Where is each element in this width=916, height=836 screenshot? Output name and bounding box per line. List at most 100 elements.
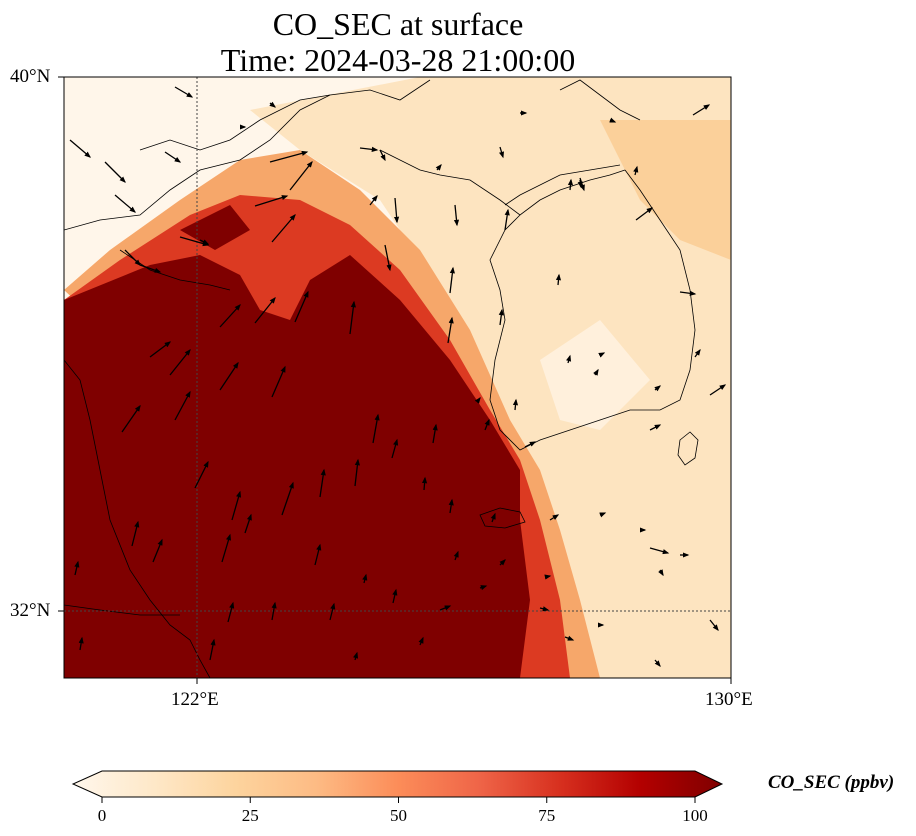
wind-arrow: [649, 424, 662, 431]
wind-arrow: [555, 273, 562, 286]
wind-arrow: [349, 300, 356, 335]
wind-arrow: [633, 165, 639, 176]
wind-arrow: [353, 651, 359, 661]
wind-arrow: [314, 543, 322, 566]
wind-arrow: [439, 605, 452, 611]
colorbar-tick-label: 0: [97, 806, 107, 825]
lon-label-122e: 122°E: [171, 689, 219, 710]
wind-arrow: [329, 602, 336, 621]
wind-arrow: [124, 249, 141, 266]
wind-arrow: [649, 547, 670, 555]
wind-arrow: [391, 438, 399, 459]
colorbar-tick-label: 25: [241, 806, 259, 825]
wind-arrow: [499, 146, 504, 159]
wind-arrow: [392, 588, 398, 604]
concentration-field-patch: [600, 120, 731, 260]
wind-arrow: [709, 384, 727, 396]
wind-arrow: [544, 574, 552, 580]
wind-arrow: [294, 290, 309, 323]
wind-arrow: [121, 404, 141, 433]
wind-arrow: [566, 354, 572, 364]
wind-arrow: [69, 139, 91, 158]
wind-arrow: [453, 550, 459, 561]
wind-arrow: [539, 606, 550, 612]
wind-arrow: [269, 150, 309, 163]
wind-vectors: [69, 86, 727, 667]
wind-arrow: [369, 194, 378, 206]
colorbar-tick-label: 50: [390, 806, 407, 825]
wind-arrow: [498, 308, 504, 326]
wind-arrow: [281, 481, 294, 516]
wind-arrow: [131, 520, 140, 547]
wind-arrow: [231, 490, 242, 521]
wind-arrow: [104, 161, 126, 183]
wind-arrow: [209, 638, 216, 661]
wind-arrow: [199, 239, 210, 245]
wind-arrow: [474, 396, 481, 404]
wind-arrow: [453, 204, 460, 227]
lon-label-130e: 130°E: [705, 689, 753, 710]
wind-arrow: [164, 151, 182, 163]
wind-arrow: [271, 601, 277, 621]
wind-arrow: [447, 316, 454, 344]
lat-label-40n: 40°N: [10, 66, 51, 87]
wind-arrow: [598, 352, 606, 358]
wind-arrow: [289, 160, 313, 191]
wind-arrow: [421, 476, 428, 491]
wind-arrow: [435, 163, 442, 171]
wind-arrow: [393, 197, 400, 224]
wind-arrow: [174, 390, 191, 421]
wind-arrow: [74, 560, 80, 576]
wind-arrow: [709, 619, 719, 632]
wind-arrow: [449, 266, 455, 294]
wind-arrow: [194, 460, 209, 489]
wind-arrow: [679, 290, 697, 296]
wind-arrow: [219, 361, 239, 391]
wind-arrow: [432, 423, 438, 444]
wind-arrow: [254, 296, 276, 324]
wind-arrow: [152, 538, 163, 563]
wind-arrow: [78, 636, 84, 651]
colorbar-tick-label: 100: [682, 806, 708, 825]
wind-arrow: [609, 117, 617, 123]
wind-arrow: [169, 348, 191, 376]
colorbar-ticks: [101, 797, 696, 803]
wind-arrow: [271, 365, 286, 398]
wind-arrow: [448, 498, 454, 514]
wind-arrow: [269, 101, 277, 108]
map-title: CO_SEC at surface: [272, 6, 524, 42]
colorbar-tick-label: 75: [538, 806, 556, 825]
wind-arrow: [524, 441, 537, 448]
wind-arrow: [593, 368, 599, 376]
wind-arrow: [221, 533, 232, 563]
wind-arrow: [499, 559, 506, 566]
wind-arrow: [372, 413, 380, 444]
wind-arrow: [384, 244, 392, 272]
map-frame: [63, 76, 732, 679]
wind-arrow: [654, 659, 661, 667]
wind-arrow: [149, 341, 172, 358]
wind-arrow: [362, 573, 368, 584]
wind-arrow: [564, 635, 575, 641]
wind-arrow: [654, 385, 662, 392]
wind-arrow: [354, 458, 360, 487]
wind-arrow: [174, 86, 194, 98]
wind-arrow: [359, 146, 379, 152]
coastlines: [64, 79, 699, 678]
wind-arrow: [418, 636, 424, 646]
wind-arrow: [479, 585, 488, 591]
wind-arrow: [567, 178, 574, 191]
wind-arrow: [219, 304, 241, 328]
map-subtitle: Time: 2024-03-28 21:00:00: [220, 42, 576, 78]
wind-arrow: [227, 601, 235, 623]
wind-arrow: [579, 177, 585, 192]
wind-arrow: [114, 194, 136, 213]
colorbar-bar: [71, 770, 724, 798]
wind-arrow: [694, 348, 701, 358]
wind-arrow: [658, 569, 664, 577]
wind-arrow: [490, 512, 496, 523]
wind-arrow: [512, 398, 519, 411]
wind-arrow: [549, 514, 560, 521]
